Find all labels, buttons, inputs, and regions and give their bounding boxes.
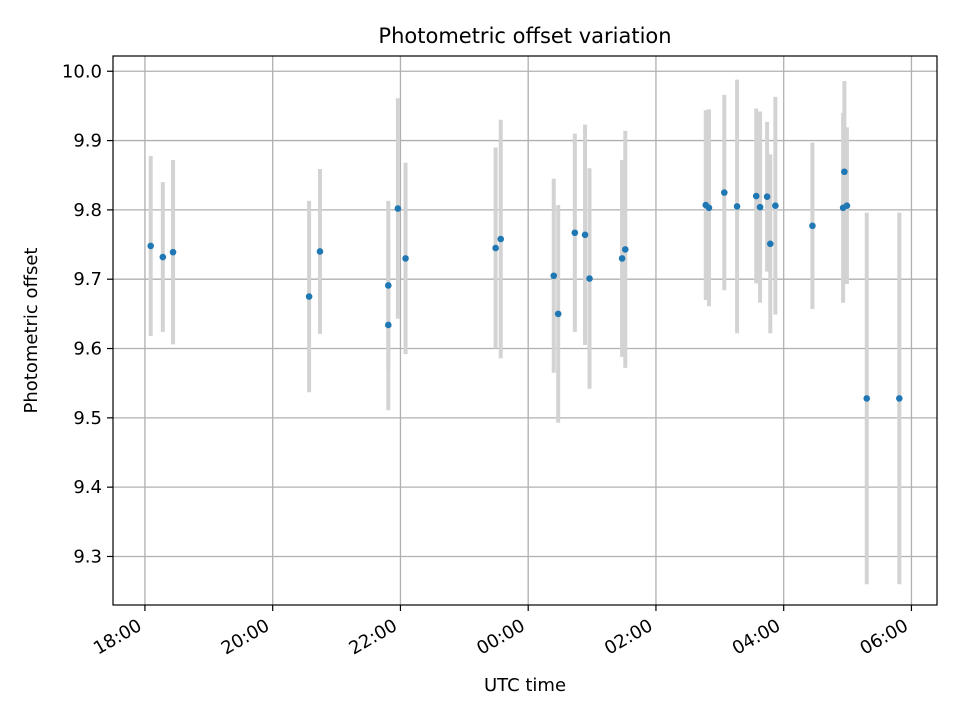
data-point <box>705 204 713 212</box>
y-tick-label: 9.9 <box>73 131 102 152</box>
data-point <box>550 272 558 280</box>
data-point <box>733 203 741 210</box>
chart-title: Photometric offset variation <box>378 24 671 48</box>
data-point <box>316 248 324 255</box>
data-point <box>756 203 764 211</box>
data-point <box>621 246 629 253</box>
data-point <box>385 321 392 329</box>
data-point <box>581 231 589 239</box>
data-point <box>752 192 760 200</box>
data-point <box>863 395 871 402</box>
data-point <box>766 240 774 248</box>
data-point <box>147 242 154 250</box>
data-point <box>169 248 177 256</box>
y-tick-label: 9.7 <box>73 269 102 290</box>
plot-frame <box>112 55 938 606</box>
y-tick-label: 9.5 <box>73 408 102 429</box>
data-point <box>809 222 816 230</box>
data-point <box>720 189 728 196</box>
data-point <box>571 229 579 237</box>
y-tick-label: 9.3 <box>73 546 102 567</box>
y-tick-label: 10.0 <box>62 61 102 82</box>
data-point <box>618 255 626 262</box>
grid <box>113 56 937 605</box>
data-point <box>385 282 392 289</box>
data-point <box>763 193 771 201</box>
y-axis-title: Photometric offset <box>21 248 42 414</box>
data-point <box>772 202 779 210</box>
data-point <box>159 253 167 261</box>
data-point <box>841 168 848 176</box>
data-point <box>497 235 505 243</box>
data-point <box>394 205 402 212</box>
data-point <box>843 202 851 210</box>
x-axis-title: UTC time <box>484 675 566 696</box>
data-point <box>554 310 562 318</box>
data-point <box>586 275 593 282</box>
data-point <box>492 244 499 252</box>
data-point <box>402 255 409 262</box>
y-tick-label: 9.8 <box>73 200 102 221</box>
y-tick-label: 9.4 <box>73 477 102 498</box>
y-tick-label: 9.6 <box>73 339 102 360</box>
data-point <box>305 293 313 300</box>
data-points <box>147 168 903 402</box>
data-point <box>896 395 903 402</box>
